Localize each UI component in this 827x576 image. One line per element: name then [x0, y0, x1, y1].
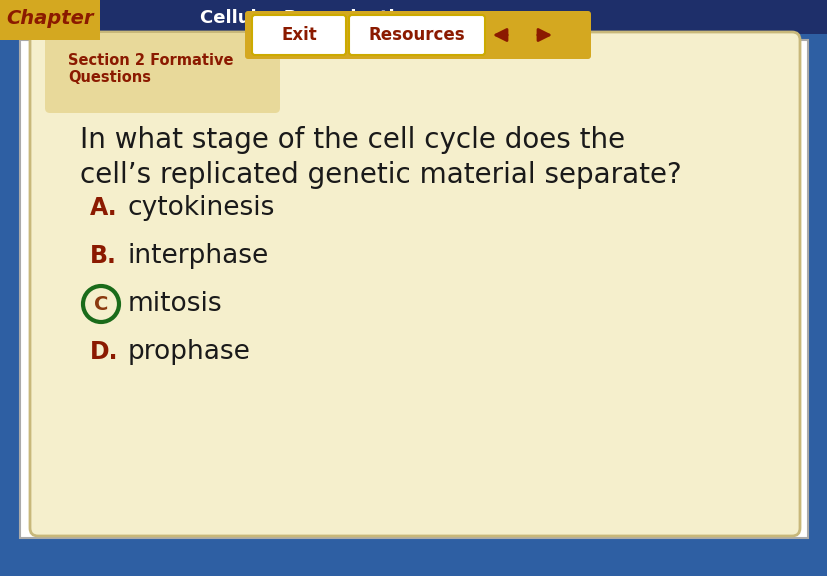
- FancyBboxPatch shape: [0, 0, 100, 40]
- FancyBboxPatch shape: [348, 15, 485, 55]
- Text: C: C: [93, 294, 108, 313]
- Text: cell’s replicated genetic material separate?: cell’s replicated genetic material separ…: [80, 161, 681, 189]
- FancyBboxPatch shape: [45, 33, 280, 113]
- Text: A.: A.: [90, 196, 117, 220]
- Text: B.: B.: [90, 244, 117, 268]
- FancyBboxPatch shape: [20, 40, 807, 538]
- FancyBboxPatch shape: [30, 32, 799, 536]
- Text: prophase: prophase: [128, 339, 251, 365]
- Text: mitosis: mitosis: [128, 291, 222, 317]
- Text: D.: D.: [90, 340, 118, 364]
- Text: In what stage of the cell cycle does the: In what stage of the cell cycle does the: [80, 126, 624, 154]
- Text: Section 2 Formative
Questions: Section 2 Formative Questions: [68, 53, 233, 85]
- Text: cytokinesis: cytokinesis: [128, 195, 275, 221]
- Text: Resources: Resources: [368, 26, 465, 44]
- Text: Chapter: Chapter: [7, 9, 93, 28]
- FancyBboxPatch shape: [0, 0, 827, 34]
- Text: Cellular Reproduction: Cellular Reproduction: [200, 9, 419, 27]
- Text: interphase: interphase: [128, 243, 269, 269]
- FancyBboxPatch shape: [245, 11, 590, 59]
- Text: Exit: Exit: [281, 26, 317, 44]
- FancyBboxPatch shape: [251, 15, 346, 55]
